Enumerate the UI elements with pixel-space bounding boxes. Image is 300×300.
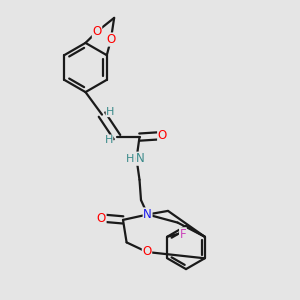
Text: O: O [92, 25, 102, 38]
Text: H: H [126, 154, 134, 164]
Text: O: O [97, 212, 106, 225]
Text: H: H [106, 106, 115, 117]
Text: N: N [143, 208, 152, 221]
Text: O: O [142, 245, 152, 259]
Text: N: N [136, 152, 145, 165]
Text: O: O [106, 33, 116, 46]
Text: O: O [158, 129, 167, 142]
Text: H: H [104, 135, 113, 145]
Text: F: F [180, 228, 186, 241]
